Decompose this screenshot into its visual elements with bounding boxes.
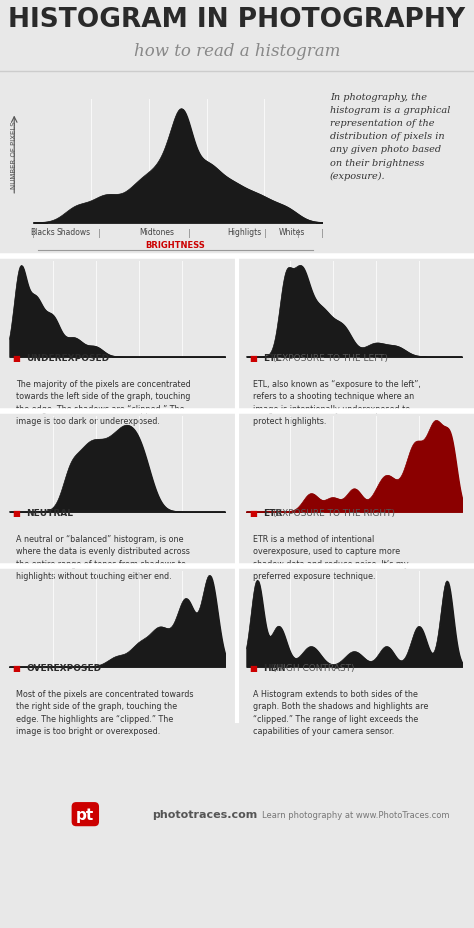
Text: ■: ■ (249, 664, 257, 673)
Text: Midtones: Midtones (139, 227, 174, 237)
Text: ■: ■ (12, 664, 20, 673)
Text: ■: ■ (249, 354, 257, 363)
Text: Blacks: Blacks (30, 227, 55, 237)
Text: HISTOGRAM IN PHOTOGRAPHY: HISTOGRAM IN PHOTOGRAPHY (9, 7, 465, 33)
Text: (EXPOSURE TO THE RIGHT): (EXPOSURE TO THE RIGHT) (273, 509, 395, 518)
Text: UNDEREXPOSED: UNDEREXPOSED (26, 354, 109, 363)
Text: A Histogram extends to both sides of the
graph. Both the shadows and highlights : A Histogram extends to both sides of the… (253, 690, 428, 736)
Text: Most of the pixels are concentrated towards
the right side of the graph, touchin: Most of the pixels are concentrated towa… (16, 690, 193, 736)
Text: |: | (98, 229, 101, 238)
Text: |: | (264, 229, 267, 238)
Text: In photography, the
histogram is a graphical
representation of the
distribution : In photography, the histogram is a graph… (330, 93, 450, 181)
Text: ■: ■ (12, 509, 20, 518)
Text: |: | (188, 229, 191, 238)
Text: HDR: HDR (263, 664, 285, 673)
Text: Learn photography at www.PhotoTraces.com: Learn photography at www.PhotoTraces.com (262, 810, 449, 818)
Text: ■: ■ (249, 509, 257, 518)
Text: NUMBER OF PIXELS: NUMBER OF PIXELS (11, 122, 17, 189)
Text: (HIGH CONTRAST): (HIGH CONTRAST) (273, 664, 355, 673)
Text: Whites: Whites (278, 227, 305, 237)
Text: A neutral or “balanced” histogram, is one
where the data is evenly distributed a: A neutral or “balanced” histogram, is on… (16, 535, 190, 581)
Text: phototraces.com: phototraces.com (152, 809, 257, 819)
Text: (EXPOSURE TO THE LEFT): (EXPOSURE TO THE LEFT) (273, 354, 388, 363)
Text: OVEREXPOSED: OVEREXPOSED (26, 664, 101, 673)
Text: The majority of the pixels are concentrated
towards the left side of the graph, : The majority of the pixels are concentra… (16, 380, 191, 426)
Text: ETR is a method of intentional
overexposure, used to capture more
shadow data an: ETR is a method of intentional overexpos… (253, 535, 409, 581)
Text: Shadows: Shadows (56, 227, 91, 237)
Text: NEUTRAL: NEUTRAL (26, 509, 73, 518)
Text: ■: ■ (12, 354, 20, 363)
Text: Highligts: Highligts (227, 227, 261, 237)
Text: how to read a histogram: how to read a histogram (134, 44, 340, 60)
Text: |: | (32, 229, 35, 238)
Text: ETR: ETR (263, 509, 283, 518)
Text: ETL: ETL (263, 354, 281, 363)
Text: pt: pt (76, 806, 94, 822)
Text: BRIGHTNESS: BRIGHTNESS (146, 240, 205, 250)
Text: |: | (321, 229, 324, 238)
Text: |: | (297, 229, 300, 238)
Text: ETL, also known as “exposure to the left”,
refers to a shooting technique where : ETL, also known as “exposure to the left… (253, 380, 421, 426)
